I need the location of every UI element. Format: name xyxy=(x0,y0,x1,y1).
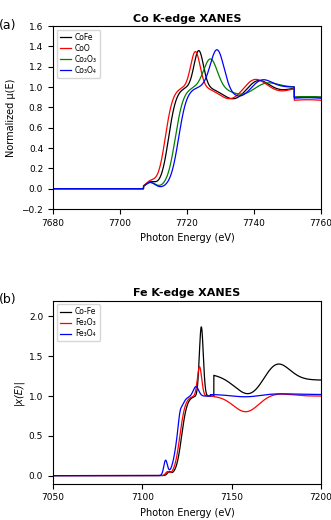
Co-Fe xyxy=(319,377,323,383)
X-axis label: Photon Energy (eV): Photon Energy (eV) xyxy=(140,508,234,518)
Fe₃O₄ xyxy=(164,457,167,463)
Co₃O₄ xyxy=(51,186,55,192)
Co-Fe xyxy=(246,391,250,397)
Co-Fe xyxy=(164,472,167,478)
Co-Fe xyxy=(51,473,55,479)
Co₂O₃ xyxy=(209,56,213,62)
Line: CoO: CoO xyxy=(53,51,321,189)
Co₃O₄ xyxy=(97,186,101,192)
Co-Fe xyxy=(311,376,315,383)
CoO xyxy=(193,48,197,55)
Line: Co₂O₃: Co₂O₃ xyxy=(53,59,321,189)
CoFe xyxy=(81,186,85,192)
Line: Fe₃O₄: Fe₃O₄ xyxy=(53,386,321,476)
Fe₂O₃ xyxy=(164,470,167,476)
Fe₂O₃ xyxy=(51,473,55,479)
Co₃O₄ xyxy=(154,182,158,188)
Fe₂O₃ xyxy=(166,469,170,475)
Line: Co-Fe: Co-Fe xyxy=(53,327,321,476)
CoO xyxy=(51,186,55,192)
Co₂O₃ xyxy=(319,94,323,100)
Title: Co K-edge XANES: Co K-edge XANES xyxy=(133,14,241,24)
Co-Fe xyxy=(298,373,302,380)
CoO xyxy=(314,97,318,103)
Co₂O₃ xyxy=(314,94,318,100)
Fe₃O₄ xyxy=(319,392,323,398)
Co₂O₃ xyxy=(285,83,289,89)
Fe₂O₃ xyxy=(246,408,250,414)
Fe₂O₃ xyxy=(311,393,315,399)
Y-axis label: |x(E)|: |x(E)| xyxy=(13,379,23,405)
Fe₃O₄ xyxy=(311,392,315,398)
CoFe xyxy=(319,94,323,100)
Title: Fe K-edge XANES: Fe K-edge XANES xyxy=(133,289,241,298)
CoFe xyxy=(285,86,289,93)
Co₂O₃ xyxy=(97,186,101,192)
Co₂O₃ xyxy=(51,186,55,192)
Fe₃O₄ xyxy=(178,407,182,413)
Co₃O₄ xyxy=(81,186,85,192)
Fe₃O₄ xyxy=(166,463,170,470)
Legend: CoFe, CoO, Co₂O₃, Co₃O₄: CoFe, CoO, Co₂O₃, Co₃O₄ xyxy=(57,30,100,77)
CoO xyxy=(166,121,169,127)
Co₃O₄ xyxy=(314,95,318,101)
Co₂O₃ xyxy=(154,181,158,188)
Fe₃O₄ xyxy=(298,391,302,397)
CoFe xyxy=(197,47,201,54)
CoO xyxy=(81,186,85,192)
Text: (b): (b) xyxy=(0,293,17,306)
Fe₃O₄ xyxy=(194,383,198,389)
Text: (a): (a) xyxy=(0,19,17,32)
CoFe xyxy=(97,186,101,192)
CoO xyxy=(319,97,323,103)
Y-axis label: Normalized μ(E): Normalized μ(E) xyxy=(6,79,16,157)
Co-Fe xyxy=(199,324,203,330)
CoFe xyxy=(154,178,158,185)
Fe₃O₄ xyxy=(246,394,250,400)
Co₃O₄ xyxy=(215,47,219,53)
Co₃O₄ xyxy=(319,95,323,101)
Line: CoFe: CoFe xyxy=(53,50,321,189)
Co₂O₃ xyxy=(166,172,169,178)
CoFe xyxy=(51,186,55,192)
CoFe xyxy=(166,142,169,149)
Line: Co₃O₄: Co₃O₄ xyxy=(53,50,321,189)
Co-Fe xyxy=(166,470,170,476)
Co₂O₃ xyxy=(81,186,85,192)
X-axis label: Photon Energy (eV): Photon Energy (eV) xyxy=(140,233,234,243)
Fe₃O₄ xyxy=(51,473,55,479)
Line: Fe₂O₃: Fe₂O₃ xyxy=(53,367,321,476)
Co-Fe xyxy=(178,442,182,448)
Fe₂O₃ xyxy=(319,393,323,399)
Fe₂O₃ xyxy=(298,392,302,398)
Co₃O₄ xyxy=(166,179,169,185)
Fe₂O₃ xyxy=(198,363,202,370)
CoO xyxy=(285,87,289,94)
CoO xyxy=(97,186,101,192)
Fe₂O₃ xyxy=(178,430,182,436)
Legend: Co-Fe, Fe₂O₃, Fe₃O₄: Co-Fe, Fe₂O₃, Fe₃O₄ xyxy=(57,304,100,341)
CoFe xyxy=(314,94,318,100)
CoO xyxy=(154,174,158,180)
Co₃O₄ xyxy=(285,84,289,90)
